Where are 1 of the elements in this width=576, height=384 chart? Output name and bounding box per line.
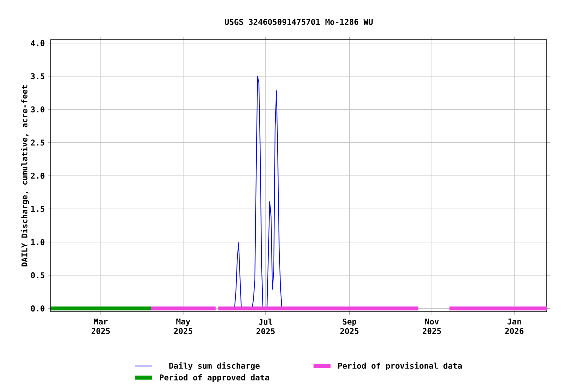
line-series xyxy=(234,76,283,310)
